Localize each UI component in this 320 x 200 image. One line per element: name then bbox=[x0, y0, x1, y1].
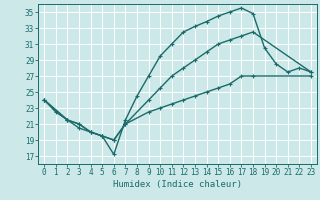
X-axis label: Humidex (Indice chaleur): Humidex (Indice chaleur) bbox=[113, 180, 242, 189]
